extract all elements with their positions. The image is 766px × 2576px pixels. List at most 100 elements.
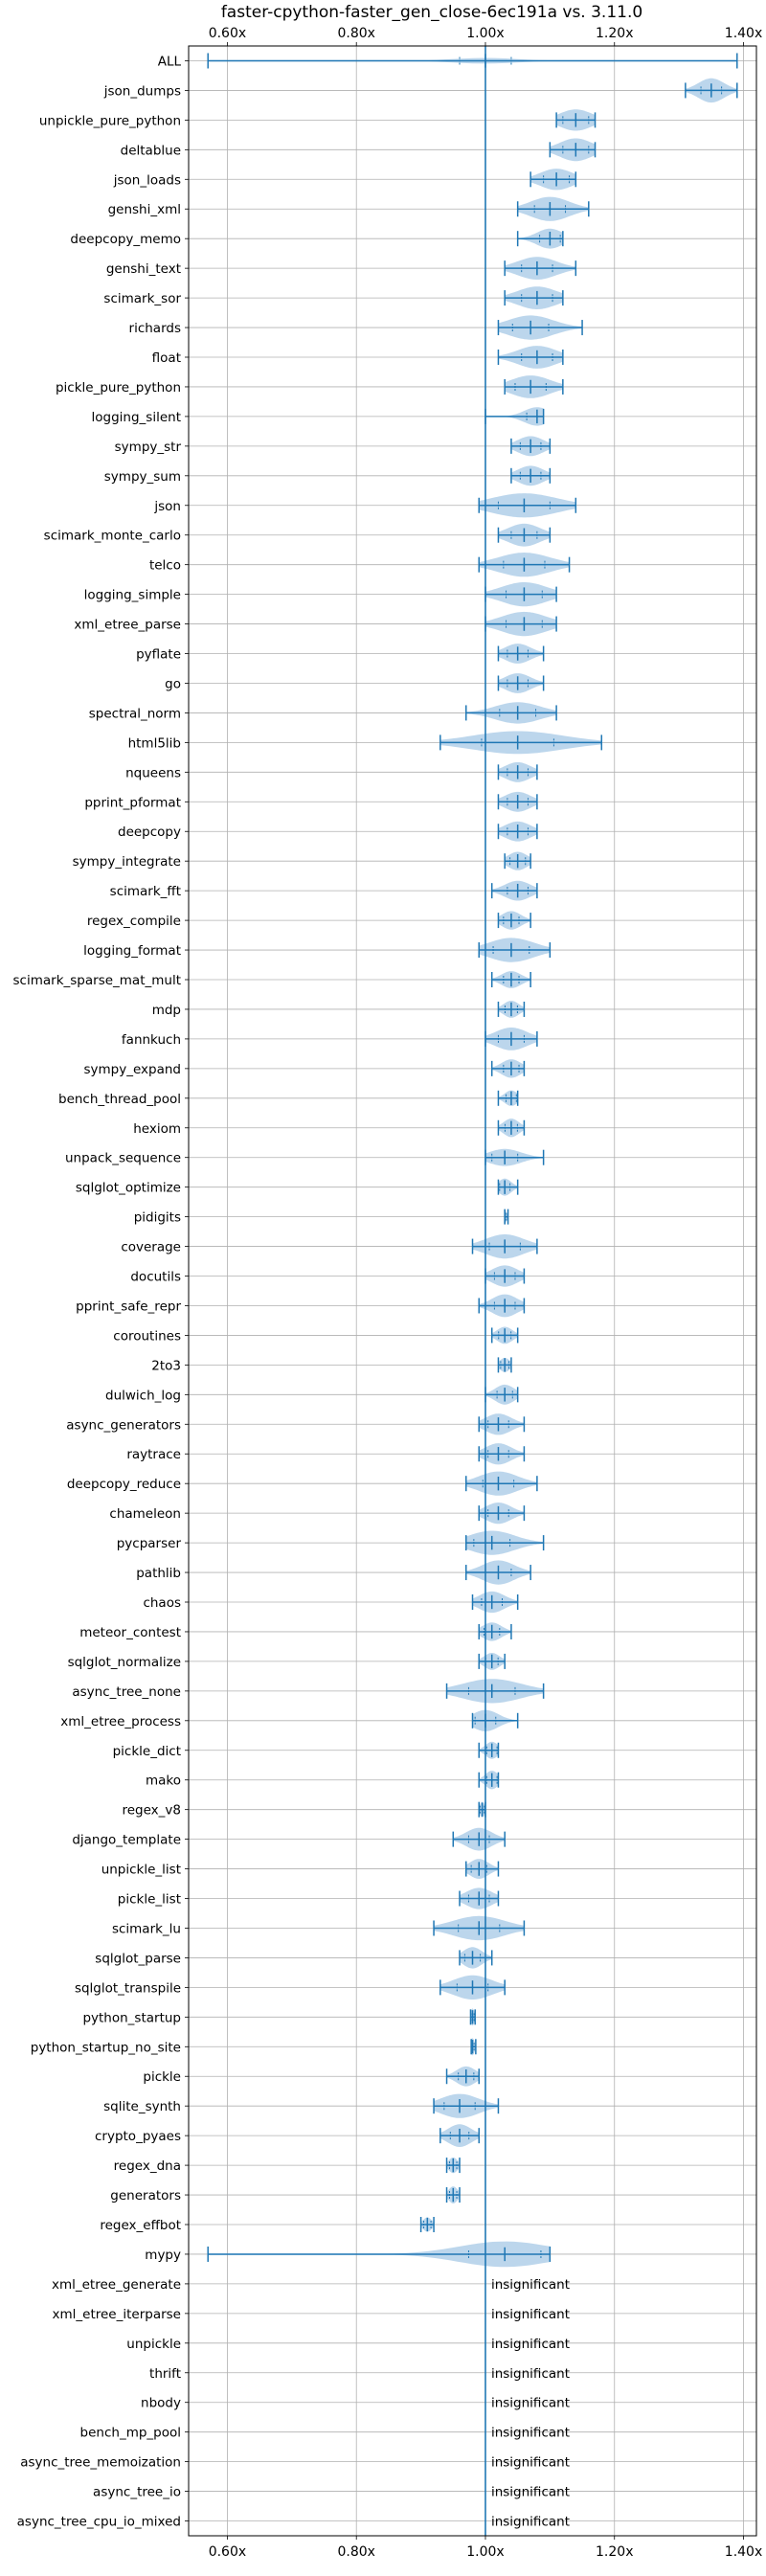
benchmark-label: genshi_xml bbox=[108, 202, 181, 217]
benchmark-label: scimark_fft bbox=[110, 884, 181, 899]
benchmark-label: fannkuch bbox=[122, 1032, 181, 1048]
benchmark-label: chaos bbox=[143, 1595, 181, 1611]
benchmark-label: mypy bbox=[145, 2248, 181, 2263]
benchmark-label: async_generators bbox=[66, 1417, 181, 1433]
benchmark-label: regex_dna bbox=[114, 2158, 181, 2174]
x-tick-label-top: 0.80x bbox=[337, 26, 374, 41]
insignificant-label: insignificant bbox=[491, 2515, 570, 2530]
benchmark-label: pyflate bbox=[136, 647, 181, 663]
benchmark-label: async_tree_cpu_io_mixed bbox=[17, 2515, 181, 2530]
benchmark-label: deltablue bbox=[121, 143, 181, 158]
x-tick-label-top: 1.00x bbox=[466, 26, 504, 41]
benchmark-label: meteor_contest bbox=[79, 1625, 181, 1640]
x-tick-label-top: 1.20x bbox=[596, 26, 633, 41]
benchmark-label: regex_compile bbox=[87, 914, 181, 929]
insignificant-label: insignificant bbox=[491, 2426, 570, 2441]
chart-title: faster-cpython-faster_gen_close-6ec191a … bbox=[221, 3, 642, 22]
benchmark-label: sympy_expand bbox=[83, 1062, 181, 1077]
benchmark-label: async_tree_memoization bbox=[20, 2455, 181, 2471]
benchmark-label: scimark_sor bbox=[103, 291, 181, 306]
benchmark-label: unpickle bbox=[126, 2337, 181, 2352]
benchmark-label: coverage bbox=[121, 1240, 181, 1255]
benchmark-label: deepcopy_memo bbox=[70, 232, 181, 247]
benchmark-label: generators bbox=[110, 2188, 181, 2203]
benchmark-label: coroutines bbox=[113, 1328, 181, 1344]
benchmark-label: sympy_sum bbox=[104, 469, 181, 485]
benchmark-label: sympy_integrate bbox=[73, 854, 181, 870]
benchmark-label: scimark_lu bbox=[112, 1921, 181, 1936]
benchmark-label: sympy_str bbox=[115, 440, 182, 455]
benchmark-label: richards bbox=[129, 321, 181, 336]
benchmark-label: pickle_pure_python bbox=[56, 380, 181, 395]
benchmark-label: deepcopy bbox=[118, 825, 181, 840]
benchmark-label: unpack_sequence bbox=[65, 1151, 181, 1166]
benchmark-label: hexiom bbox=[133, 1121, 181, 1137]
benchmark-label: bench_thread_pool bbox=[58, 1092, 181, 1107]
benchmark-label: pickle bbox=[143, 2069, 181, 2085]
benchmark-label: mdp bbox=[152, 1003, 181, 1018]
benchmark-label: regex_v8 bbox=[122, 1803, 181, 1819]
benchmark-label: unpickle_list bbox=[101, 1863, 181, 1878]
benchmark-label: pathlib bbox=[136, 1566, 181, 1581]
benchmark-label: mako bbox=[146, 1774, 181, 1789]
benchmark-label: async_tree_io bbox=[93, 2485, 181, 2500]
benchmark-label: ALL bbox=[158, 54, 182, 69]
benchmark-label: logging_simple bbox=[84, 588, 181, 603]
benchmark-label: pidigits bbox=[134, 1210, 181, 1226]
benchmark-label: python_startup bbox=[82, 2010, 181, 2025]
benchmark-label: pprint_safe_repr bbox=[76, 1299, 181, 1314]
benchmark-label: sqlglot_parse bbox=[95, 1951, 181, 1966]
benchmark-label: logging_format bbox=[83, 943, 181, 959]
benchmark-label: scimark_sparse_mat_mult bbox=[13, 973, 181, 988]
benchmark-label: dulwich_log bbox=[105, 1388, 181, 1403]
benchmark-label: spectral_norm bbox=[89, 706, 181, 721]
benchmark-label: telco bbox=[149, 558, 181, 574]
benchmark-label: unpickle_pure_python bbox=[39, 113, 181, 128]
benchmark-label: chameleon bbox=[109, 1506, 181, 1522]
benchmark-label: crypto_pyaes bbox=[95, 2129, 181, 2144]
benchmark-label: async_tree_none bbox=[72, 1684, 181, 1700]
benchmark-label: xml_etree_parse bbox=[74, 618, 181, 633]
benchmark-label: float bbox=[152, 350, 181, 366]
benchmark-label: xml_etree_generate bbox=[52, 2277, 181, 2293]
x-tick-label-bottom: 1.00x bbox=[466, 2544, 504, 2560]
benchmark-label: pickle_dict bbox=[113, 1744, 181, 1759]
insignificant-label: insignificant bbox=[491, 2337, 570, 2352]
insignificant-label: insignificant bbox=[491, 2396, 570, 2411]
benchmark-label: pycparser bbox=[117, 1536, 182, 1551]
benchmark-label: json_loads bbox=[113, 172, 181, 188]
benchmark-label: bench_mp_pool bbox=[80, 2426, 181, 2441]
axis-layer: 0.60x 0.60x 0.80x 0.80x 1.00x 1.00x 1.20x 1.20x… bbox=[13, 26, 763, 2560]
insignificant-label: insignificant bbox=[491, 2455, 570, 2471]
x-tick-label-bottom: 1.40x bbox=[725, 2544, 762, 2560]
insignificant-label: insignificant bbox=[491, 2366, 570, 2382]
benchmark-label: nbody bbox=[141, 2396, 181, 2411]
benchmark-label: regex_effbot bbox=[100, 2218, 181, 2233]
benchmark-label: json_dumps bbox=[103, 83, 181, 99]
plot-frame bbox=[188, 45, 757, 2537]
benchmark-label: deepcopy_reduce bbox=[67, 1477, 181, 1492]
benchmark-label: sqlglot_optimize bbox=[76, 1181, 181, 1196]
benchmark-label: sqlglot_normalize bbox=[68, 1655, 181, 1670]
benchmark-label: pprint_pformat bbox=[84, 795, 181, 810]
benchmark-label: python_startup_no_site bbox=[31, 2040, 181, 2055]
benchmark-label: docutils bbox=[130, 1270, 181, 1285]
benchmark-label: json bbox=[153, 499, 181, 514]
insignificant-label: insignificant bbox=[491, 2307, 570, 2322]
x-tick-label-bottom: 0.80x bbox=[337, 2544, 374, 2560]
benchmark-label: thrift bbox=[149, 2366, 181, 2382]
benchmark-label: 2to3 bbox=[151, 1358, 181, 1373]
violin-layer: insignificant insignificant insignificant i… bbox=[207, 53, 738, 2530]
benchmark-label: pickle_list bbox=[118, 1892, 181, 1908]
insignificant-label: insignificant bbox=[491, 2485, 570, 2500]
x-tick-label-top: 1.40x bbox=[725, 26, 762, 41]
insignificant-label: insignificant bbox=[491, 2277, 570, 2293]
benchmark-label: django_template bbox=[72, 1833, 181, 1848]
x-tick-label-top: 0.60x bbox=[209, 26, 246, 41]
benchmark-label: html5lib bbox=[128, 735, 181, 751]
x-tick-label-bottom: 0.60x bbox=[209, 2544, 246, 2560]
benchmark-label: sqlite_synth bbox=[103, 2099, 181, 2114]
benchmark-label: go bbox=[165, 676, 181, 691]
